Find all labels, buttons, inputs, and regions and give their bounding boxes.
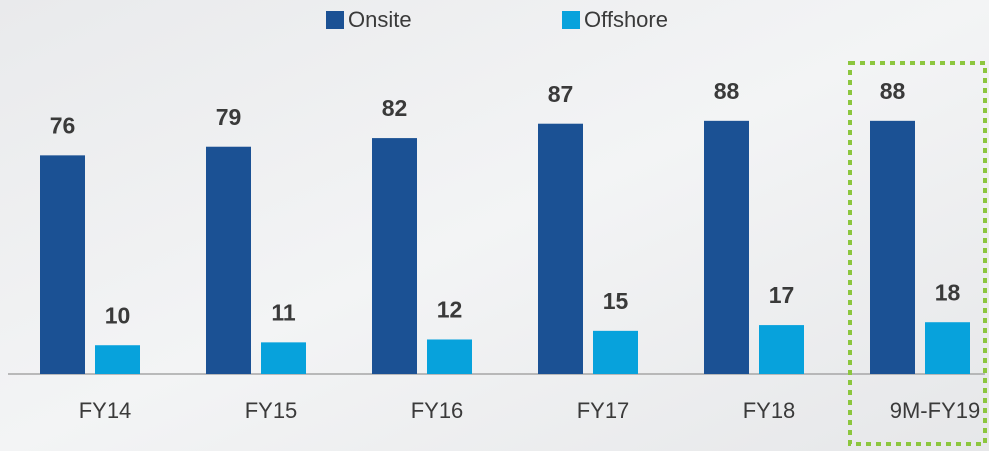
x-tick-label: FY15 xyxy=(245,398,298,423)
value-label: 17 xyxy=(769,282,795,308)
x-tick-label: FY18 xyxy=(743,398,796,423)
x-tick-label: FY14 xyxy=(79,398,132,423)
legend-swatch xyxy=(562,11,580,29)
value-label: 10 xyxy=(105,302,131,328)
bar xyxy=(206,146,251,374)
x-tick-label: FY16 xyxy=(411,398,464,423)
legend-label: Onsite xyxy=(348,7,412,32)
bar xyxy=(40,155,85,374)
bar xyxy=(261,342,306,374)
highlight-box xyxy=(848,61,987,446)
bar xyxy=(870,120,915,374)
bar xyxy=(427,339,472,374)
value-label: 12 xyxy=(437,297,463,323)
bar xyxy=(372,138,417,374)
x-tick-label: 9M-FY19 xyxy=(890,398,980,423)
value-label: 79 xyxy=(216,104,242,130)
value-label: 88 xyxy=(714,78,740,104)
bar xyxy=(759,325,804,374)
value-label: 82 xyxy=(382,95,408,121)
value-label: 87 xyxy=(548,81,574,107)
value-label: 18 xyxy=(935,279,961,305)
value-label: 76 xyxy=(50,112,76,138)
bar xyxy=(538,123,583,374)
legend-label: Offshore xyxy=(584,7,668,32)
bar xyxy=(593,330,638,374)
bar xyxy=(95,345,140,374)
value-label: 88 xyxy=(880,78,906,104)
bar xyxy=(704,120,749,374)
value-label: 11 xyxy=(271,299,296,325)
bar xyxy=(925,322,970,374)
legend-swatch xyxy=(326,11,344,29)
value-label: 15 xyxy=(603,288,629,314)
x-tick-label: FY17 xyxy=(577,398,630,423)
